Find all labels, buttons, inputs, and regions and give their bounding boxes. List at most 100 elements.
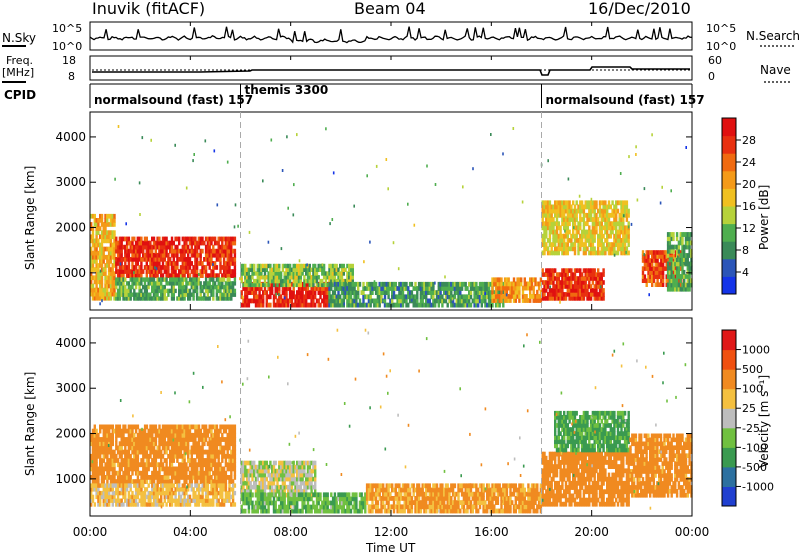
velocity-cell bbox=[221, 470, 224, 476]
velocity-cell bbox=[124, 437, 127, 442]
velocity-cell bbox=[178, 479, 181, 484]
power-cell bbox=[369, 281, 372, 287]
power-cell bbox=[690, 232, 693, 237]
power-cell bbox=[579, 246, 582, 252]
power-cell bbox=[559, 225, 562, 231]
power-cell bbox=[151, 261, 154, 266]
velocity-cell bbox=[124, 428, 127, 434]
power-cell bbox=[591, 221, 595, 227]
power-cell bbox=[297, 286, 301, 291]
velocity-cell bbox=[213, 462, 217, 468]
power-cell bbox=[208, 252, 211, 258]
power-cell bbox=[109, 254, 113, 260]
power-cell bbox=[163, 240, 166, 246]
power-cell bbox=[656, 250, 659, 255]
velocity-cell bbox=[93, 483, 96, 488]
power-cell bbox=[326, 290, 329, 295]
power-cell bbox=[537, 298, 541, 303]
power-cell bbox=[208, 273, 211, 278]
power-cell bbox=[669, 262, 672, 267]
power-cell bbox=[527, 281, 530, 287]
velocity-cell bbox=[192, 475, 195, 480]
velocity-cell bbox=[274, 488, 277, 494]
power-cell bbox=[622, 217, 625, 222]
velocity-cell bbox=[206, 498, 210, 503]
velocity-cell bbox=[178, 462, 181, 468]
power-cell bbox=[142, 248, 145, 254]
power-cell bbox=[149, 252, 152, 258]
power-cell bbox=[573, 238, 577, 243]
power-cell bbox=[611, 212, 614, 218]
power-cell bbox=[434, 290, 437, 295]
velocity-cell bbox=[108, 462, 111, 468]
power-cell bbox=[464, 302, 467, 308]
power-cell bbox=[514, 281, 517, 287]
power-cell bbox=[602, 208, 605, 214]
power-cell bbox=[577, 238, 580, 243]
power-cell bbox=[180, 274, 182, 278]
power-cell bbox=[330, 275, 333, 280]
velocity-cell bbox=[174, 490, 177, 496]
power-cell bbox=[161, 284, 165, 290]
velocity-cell bbox=[160, 502, 163, 507]
power-cell bbox=[684, 261, 688, 267]
power-cell bbox=[102, 222, 105, 227]
power-cell bbox=[623, 208, 627, 214]
power-cell bbox=[115, 277, 118, 282]
velocity-cell bbox=[221, 453, 224, 459]
power-cell bbox=[147, 269, 150, 274]
velocity-cell bbox=[158, 462, 161, 468]
velocity-cell bbox=[179, 466, 183, 472]
velocity-cell bbox=[194, 441, 197, 447]
velocity-cell bbox=[113, 483, 116, 488]
velocity-cell bbox=[183, 428, 186, 434]
velocity-heatmap bbox=[90, 328, 693, 514]
power-cell bbox=[579, 225, 582, 231]
velocity-cell bbox=[253, 480, 256, 486]
velocity-cell bbox=[194, 424, 197, 430]
power-cell bbox=[185, 261, 188, 266]
velocity-cell bbox=[90, 462, 93, 468]
power-cell bbox=[226, 269, 229, 274]
velocity-cell bbox=[140, 432, 143, 438]
power-cell bbox=[339, 275, 342, 280]
power-cell bbox=[568, 292, 571, 297]
velocity-cell bbox=[102, 424, 105, 430]
velocity-cell bbox=[178, 428, 181, 434]
power-cell bbox=[559, 288, 562, 293]
power-cell bbox=[242, 282, 245, 288]
power-cell bbox=[192, 265, 195, 270]
power-cell bbox=[555, 221, 559, 227]
power-cell bbox=[163, 292, 166, 297]
power-cell bbox=[545, 288, 548, 293]
velocity-cell bbox=[212, 441, 215, 447]
power-cell bbox=[93, 287, 96, 293]
power-cell bbox=[297, 294, 301, 300]
velocity-cell bbox=[185, 470, 188, 476]
power-cell bbox=[158, 248, 161, 254]
power-cell bbox=[652, 278, 656, 283]
velocity-cell bbox=[226, 437, 229, 442]
power-cell bbox=[179, 269, 183, 274]
velocity-cell bbox=[154, 475, 158, 480]
power-cell bbox=[183, 236, 186, 242]
power-cell bbox=[143, 288, 147, 294]
power-cell bbox=[563, 242, 566, 247]
velocity-cell bbox=[197, 462, 201, 468]
power-cell bbox=[543, 225, 545, 229]
power-cell bbox=[90, 263, 93, 268]
power-cell bbox=[147, 248, 150, 254]
velocity-cell bbox=[147, 494, 150, 500]
power-cell bbox=[190, 281, 193, 286]
power-cell bbox=[305, 278, 308, 284]
power-cell bbox=[151, 284, 154, 290]
power-cell bbox=[502, 290, 505, 295]
velocity-cell bbox=[90, 437, 93, 442]
velocity-cell bbox=[203, 432, 206, 438]
power-cell bbox=[335, 278, 338, 284]
velocity-cell bbox=[160, 490, 163, 496]
power-cell bbox=[328, 286, 331, 291]
velocity-cell bbox=[156, 502, 159, 507]
power-cell bbox=[208, 261, 211, 266]
velocity-cell bbox=[118, 441, 122, 447]
